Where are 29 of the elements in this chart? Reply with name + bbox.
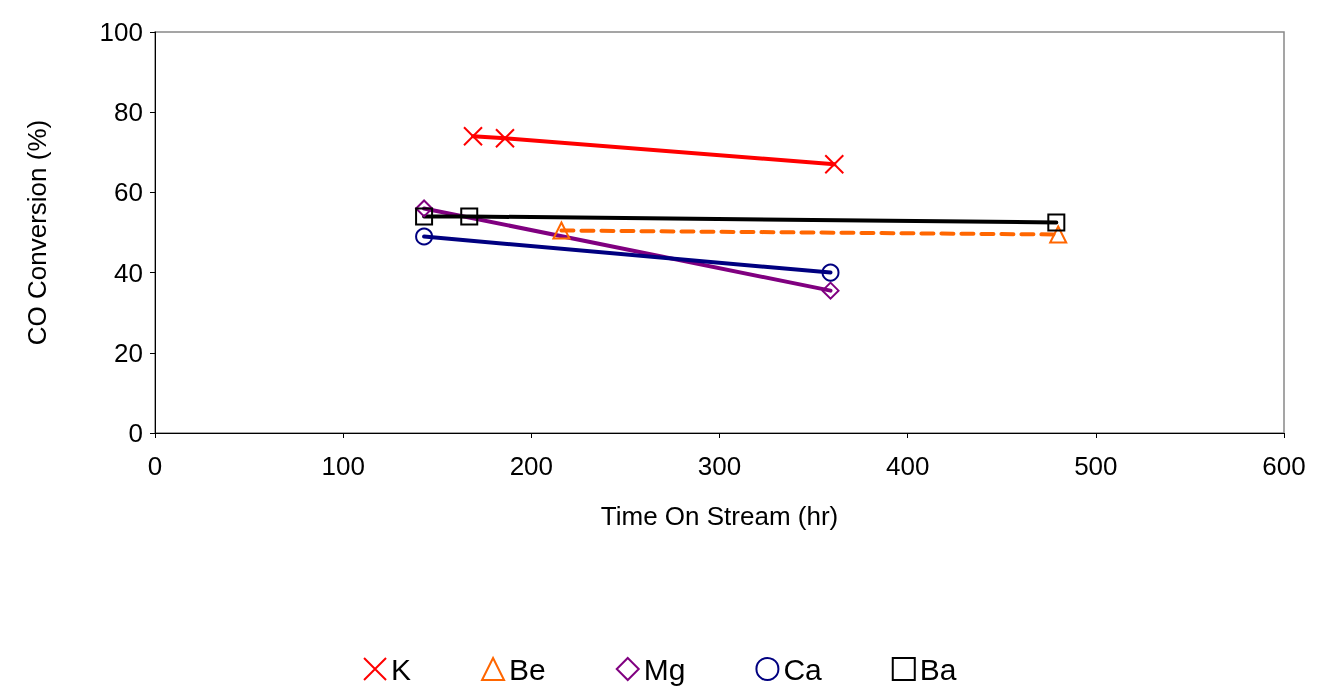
x-tick-label: 0 (147, 451, 163, 481)
x-tick-label: 200 (509, 451, 554, 481)
point (824, 154, 845, 175)
point (415, 199, 434, 218)
point (415, 207, 434, 226)
y-tick-label: 20 (114, 337, 143, 368)
y-tick-label: 60 (114, 177, 143, 208)
x-tick-label: 300 (697, 451, 742, 481)
legend-label: Ca (783, 652, 823, 686)
x-tick-label: 500 (1074, 451, 1118, 481)
point (415, 227, 434, 246)
x-tick-label: 100 (321, 451, 365, 481)
legend-label: Mg (643, 652, 686, 686)
point (460, 207, 479, 226)
y-tick-label: 0 (128, 418, 143, 448)
point (463, 126, 483, 147)
y-tick-label: 80 (114, 97, 143, 128)
legend-label: Ba (919, 652, 957, 686)
legend-label: K (391, 652, 412, 686)
y-tick-label: 100 (99, 17, 143, 47)
legend-label: Be (509, 652, 546, 686)
x-tick-label: 600 (1262, 451, 1306, 481)
point (821, 281, 840, 300)
x-axis-title: Time On Stream (hr) (600, 501, 839, 531)
y-tick-label: 40 (114, 257, 143, 288)
x-tick-label: 400 (885, 451, 930, 481)
y-axis-title: CO Conversion (%) (22, 119, 52, 346)
point (494, 128, 515, 149)
point (821, 263, 840, 282)
